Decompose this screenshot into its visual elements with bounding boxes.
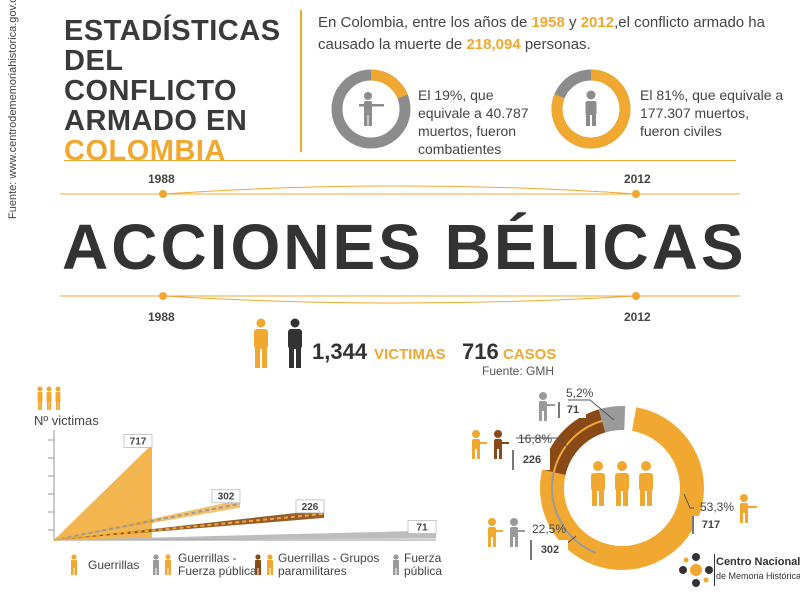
guerrilla-figure-icon [740,494,757,523]
value-tag: 226 [302,502,319,513]
victims-label: VICTIMAS [374,346,446,363]
timeline-dot [632,292,640,300]
value-tag-box [407,520,437,534]
intro-part-2: y [564,14,581,31]
timeline-top-start: 1988 [148,172,175,186]
cases-value: 716 [462,339,499,364]
intro-part-1: En Colombia, entre los años de [318,14,532,31]
intro-year-2: 2012 [580,14,615,31]
area-wedge-stripe [53,512,325,541]
intro-text: En Colombia, entre los años de 1958 y 20… [318,12,788,56]
value-tag-box [123,434,153,448]
value-tag-box [211,489,241,504]
area-wedge [54,530,436,540]
source-vertical: Fuente: www.centrodememoriahistorica.gov… [6,0,20,220]
value-tag: 71 [416,523,428,534]
civilian-icon [585,90,597,126]
ring-value-arc [551,69,631,149]
soldier-icon [359,92,384,126]
area-wedge [54,444,152,540]
logo-divider [714,554,715,586]
timeline-top [60,185,740,198]
timeline-dot [159,292,167,300]
area-wedge [54,509,324,540]
title-line-4: COLOMBIA [64,135,226,167]
combatants-stat: El 19%, que equivale a 40.787 muertos, f… [418,87,529,157]
ring-value-arc [331,69,411,149]
donut-slice-stripe [551,417,693,559]
guerrilla-paramilitary-figures-icon [472,430,509,459]
slice-value-guerrillas-fuerza: 302 [530,540,568,560]
timeline-dot [632,190,640,198]
timeline-bottom-start: 1988 [148,310,175,324]
legend-guerrillas: Guerrillas [88,558,140,572]
timeline-bottom [60,292,740,304]
intro-year-1: 1958 [531,14,565,31]
main-title: ESTADÍSTICAS DEL CONFLICTO ARMADO EN COL… [64,16,304,166]
slice-value-paramilitares: 226 [512,450,550,470]
slice-pct-paramilitares: 16,8% [518,432,553,446]
chart-legend: Guerrillas Guerrillas - Fuerza pública G… [68,552,448,598]
guerrilla-police-figures-icon [488,518,525,547]
slice-value-guerrillas: 717 [692,516,728,534]
police-icon [393,554,399,575]
area-wedge-stripe [53,502,241,541]
intro-part-3: ,el conflicto armado ha causado la muert… [318,14,765,53]
area-chart: 717 302 226 71 [48,430,437,541]
value-tag-box [295,499,325,514]
victims-people-icon [254,318,302,368]
slice-pct-guerrillas: 53,3% [700,500,735,514]
timeline-dot [159,190,167,198]
source-text: Fuente: www.centrodememoriahistorica.gov… [7,0,19,219]
guerrilla-icon [71,554,77,575]
donut-chart [472,392,757,570]
cases-label: CASOS [503,346,557,363]
civilians-ring [551,69,631,149]
logo-line-2: de Memoria Histórica [716,571,800,581]
people-small-icon [37,386,61,410]
legend-guerrillas-fuerza: Guerrillas - Fuerza pública [178,551,257,578]
intro-part-4: personas. [520,36,591,53]
title-line-3: ARMADO EN [64,105,248,137]
title-line-1: ESTADÍSTICAS [64,15,281,47]
headline: ACCIONES BÉLICAS [62,211,747,283]
cnmh-logo-icon [679,553,713,587]
title-line-2: DEL CONFLICTO [64,45,238,107]
value-tag: 717 [130,436,147,447]
victims-value: 1,344 [312,339,368,364]
legend-fuerza-publica: Fuerza pública [404,551,443,578]
section-divider [64,160,736,161]
combatants-ring [331,69,411,149]
police-figure-icon [539,392,555,421]
civilians-stat: El 81%, que equivale a 177.307 muertos, … [640,87,784,139]
center-people-icon [591,461,653,506]
value-tag: 302 [218,492,235,503]
source-gmh: Fuente: GMH [482,364,555,378]
donut-slice [540,406,704,570]
timeline-bottom-end: 2012 [624,310,651,324]
slice-pct-guerrillas-fuerza: 22,5% [532,522,567,536]
slice-pct-fuerza: 5,2% [566,386,594,400]
guerrilla-paramilitary-icon [255,554,273,575]
intro-deaths: 218,094 [466,36,521,53]
logo-line-1: Centro Nacional [716,556,800,568]
y-axis-label: Nº victimas [34,413,99,428]
timeline-top-end: 2012 [624,172,651,186]
guerrilla-police-icon [153,554,171,575]
legend-guerrillas-paramilitares: Guerrillas - Grupos paramilitares [278,551,380,578]
slice-value-fuerza: 71 [558,402,586,418]
vertical-divider [300,10,302,152]
